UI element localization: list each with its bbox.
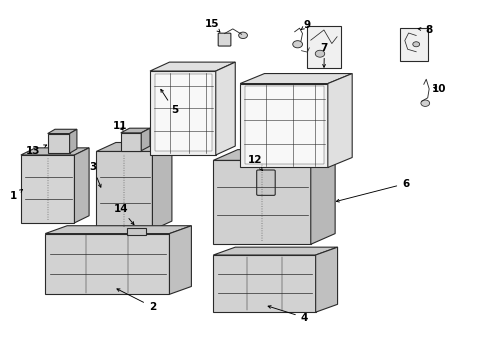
Polygon shape xyxy=(141,128,150,151)
Polygon shape xyxy=(97,152,152,230)
Polygon shape xyxy=(316,247,338,312)
Polygon shape xyxy=(328,73,352,167)
Polygon shape xyxy=(45,234,170,294)
Text: 11: 11 xyxy=(113,121,127,131)
Polygon shape xyxy=(240,73,352,84)
Circle shape xyxy=(421,100,430,107)
Polygon shape xyxy=(152,143,172,230)
Text: 6: 6 xyxy=(336,179,410,202)
FancyBboxPatch shape xyxy=(257,170,275,195)
Text: 8: 8 xyxy=(418,25,432,35)
Polygon shape xyxy=(311,150,335,244)
Polygon shape xyxy=(48,134,70,153)
Text: 9: 9 xyxy=(301,20,311,30)
Polygon shape xyxy=(21,155,74,223)
Polygon shape xyxy=(240,84,328,167)
Circle shape xyxy=(315,50,325,57)
Polygon shape xyxy=(70,129,77,153)
Polygon shape xyxy=(216,62,235,155)
Polygon shape xyxy=(121,133,141,151)
Polygon shape xyxy=(45,226,192,234)
Polygon shape xyxy=(155,74,212,152)
Text: 12: 12 xyxy=(247,156,263,171)
Polygon shape xyxy=(97,143,172,152)
Polygon shape xyxy=(150,62,235,71)
Text: 14: 14 xyxy=(114,203,134,225)
Polygon shape xyxy=(170,226,192,294)
Polygon shape xyxy=(150,71,216,155)
Polygon shape xyxy=(127,228,146,235)
Polygon shape xyxy=(121,128,150,133)
Polygon shape xyxy=(213,255,316,312)
Text: 15: 15 xyxy=(205,19,220,32)
Text: 5: 5 xyxy=(161,89,178,115)
Text: 3: 3 xyxy=(89,162,101,187)
Circle shape xyxy=(413,42,419,47)
FancyBboxPatch shape xyxy=(307,26,341,68)
Circle shape xyxy=(293,41,302,48)
Polygon shape xyxy=(21,148,89,155)
Text: 2: 2 xyxy=(117,289,156,312)
Polygon shape xyxy=(213,160,311,244)
Text: 1: 1 xyxy=(10,189,23,201)
Polygon shape xyxy=(245,86,324,164)
Polygon shape xyxy=(213,247,338,255)
Text: 7: 7 xyxy=(321,43,328,67)
Text: 13: 13 xyxy=(26,145,47,157)
Text: 10: 10 xyxy=(432,84,446,94)
Circle shape xyxy=(239,32,247,39)
Polygon shape xyxy=(213,150,335,160)
Polygon shape xyxy=(74,148,89,223)
FancyBboxPatch shape xyxy=(400,28,428,61)
Polygon shape xyxy=(48,129,77,134)
FancyBboxPatch shape xyxy=(218,33,231,46)
Text: 4: 4 xyxy=(268,306,308,323)
